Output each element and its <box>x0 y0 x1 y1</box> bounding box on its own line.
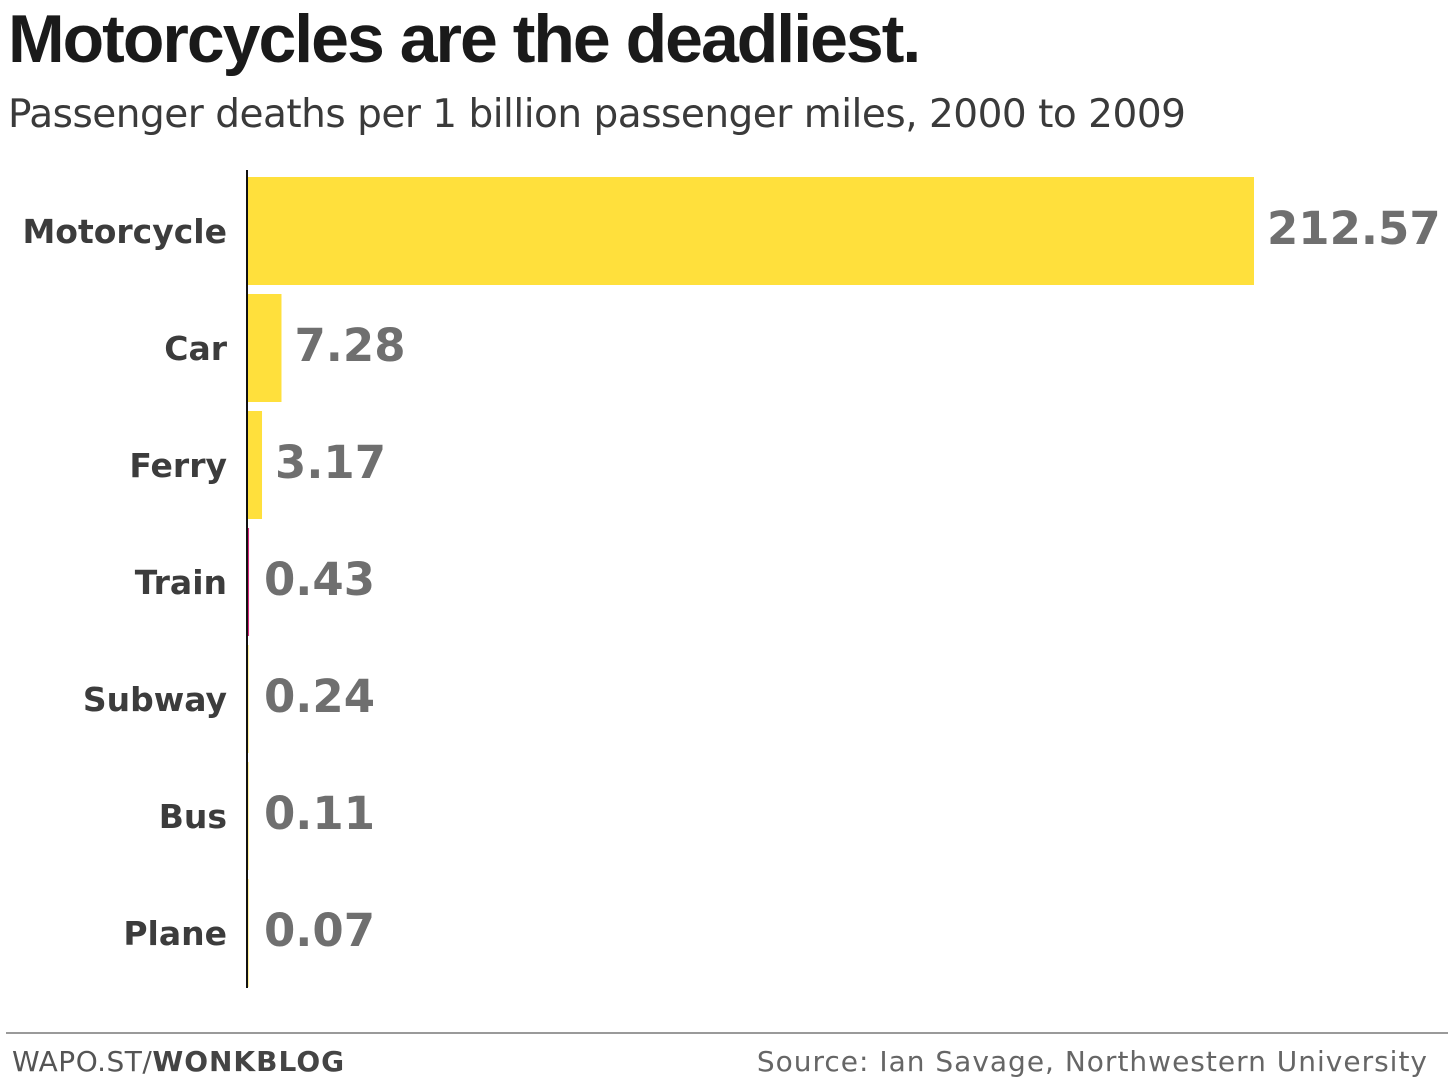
value-label-ferry: 3.17 <box>275 436 386 489</box>
bar-train <box>247 528 250 636</box>
category-label-ferry: Ferry <box>129 446 227 485</box>
value-label-subway: 0.24 <box>264 670 375 723</box>
category-label-car: Car <box>164 329 227 368</box>
category-label-train: Train <box>135 563 227 602</box>
source-note: Source: Ian Savage, Northwestern Univers… <box>756 1045 1428 1078</box>
bar-chart: Motorcycle 212.57 Car 7.28 Ferry 3.17 Train 0.4… <box>22 170 1441 988</box>
bar-car <box>247 294 282 402</box>
value-label-train: 0.43 <box>264 553 375 606</box>
credit-prefix: WAPO.ST/ <box>12 1045 153 1078</box>
bar-motorcycle <box>247 177 1254 285</box>
chart-title: Motorcycles are the deadliest. <box>8 1 921 77</box>
category-label-plane: Plane <box>123 914 227 953</box>
value-label-motorcycle: 212.57 <box>1267 202 1441 255</box>
category-label-bus: Bus <box>159 797 227 836</box>
category-label-subway: Subway <box>83 680 227 719</box>
credit-line: WAPO.ST/WONKBLOG <box>12 1045 345 1078</box>
value-label-bus: 0.11 <box>264 787 375 840</box>
value-label-plane: 0.07 <box>264 904 375 957</box>
credit-bold: WONKBLOG <box>152 1045 346 1078</box>
category-label-motorcycle: Motorcycle <box>22 212 227 251</box>
chart-subtitle: Passenger deaths per 1 billion passenger… <box>8 92 1186 137</box>
footer-divider <box>6 1032 1448 1034</box>
value-label-car: 7.28 <box>294 319 405 372</box>
bar-ferry <box>247 411 263 519</box>
